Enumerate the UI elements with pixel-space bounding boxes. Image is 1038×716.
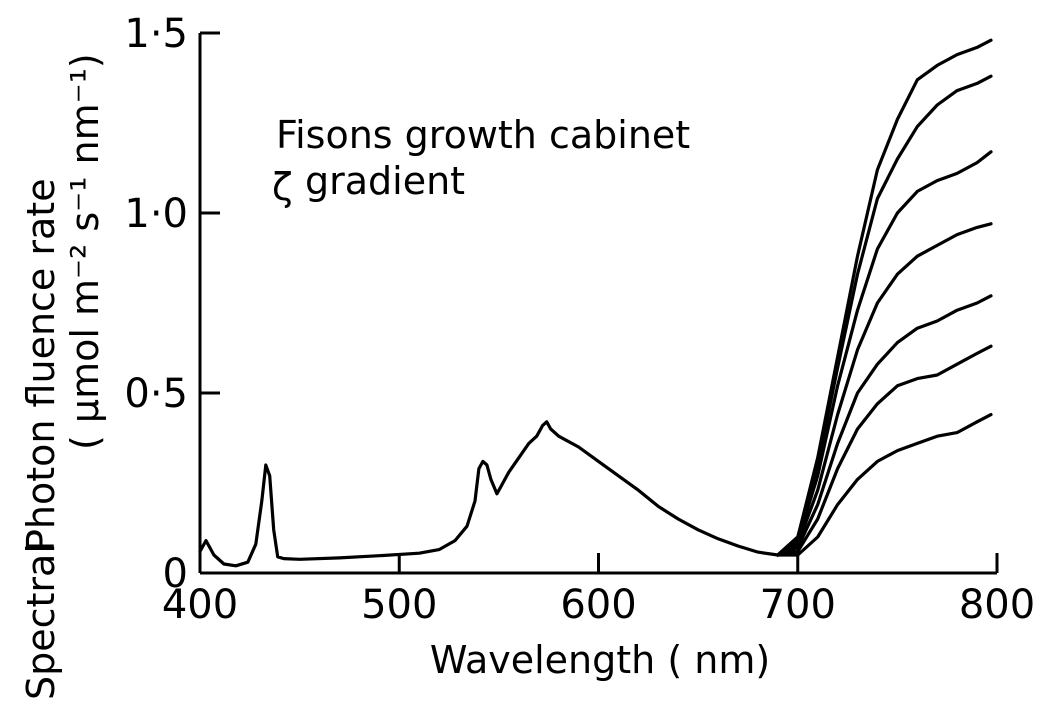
annotation-gradient: gradient [305, 159, 465, 203]
annotation-cabinet: Fisons growth cabinet [276, 113, 690, 157]
y-tick-label: 1·0 [124, 191, 188, 237]
y-axis-title-line1: Photon fluence rate [19, 178, 63, 552]
x-axis-title: Wavelength ( nm) [430, 638, 770, 682]
series-line-5 [776, 294, 993, 557]
series-line-4 [776, 222, 993, 557]
annotation-zeta-symbol: ζ [272, 165, 293, 209]
y-tick-label: 1·5 [124, 11, 188, 57]
y-tick-label: 0·5 [124, 371, 188, 417]
y-axis-title-line2: ( μmol m⁻² s⁻¹ nm⁻¹) [63, 53, 107, 450]
x-tick-label: 700 [760, 582, 836, 628]
x-tick-label: 500 [361, 582, 437, 628]
x-tick-label: 800 [959, 582, 1035, 628]
x-tick-label: 600 [560, 582, 636, 628]
series-line-common [198, 420, 780, 568]
series-line-6 [776, 344, 993, 557]
y-ticks: 0 0·5 1·0 1·5 [124, 11, 220, 597]
series-line-1 [776, 38, 993, 557]
y-tick-label: 0 [163, 551, 188, 597]
series-line-7 [776, 413, 993, 557]
y-axis-title-prefix: Spectral [19, 543, 63, 700]
x-tick-label: 400 [162, 582, 238, 628]
x-ticks: 400 500 600 700 800 [162, 553, 1035, 628]
series-line-3 [776, 150, 993, 557]
series-line-2 [776, 74, 993, 557]
plot-area [198, 38, 993, 568]
